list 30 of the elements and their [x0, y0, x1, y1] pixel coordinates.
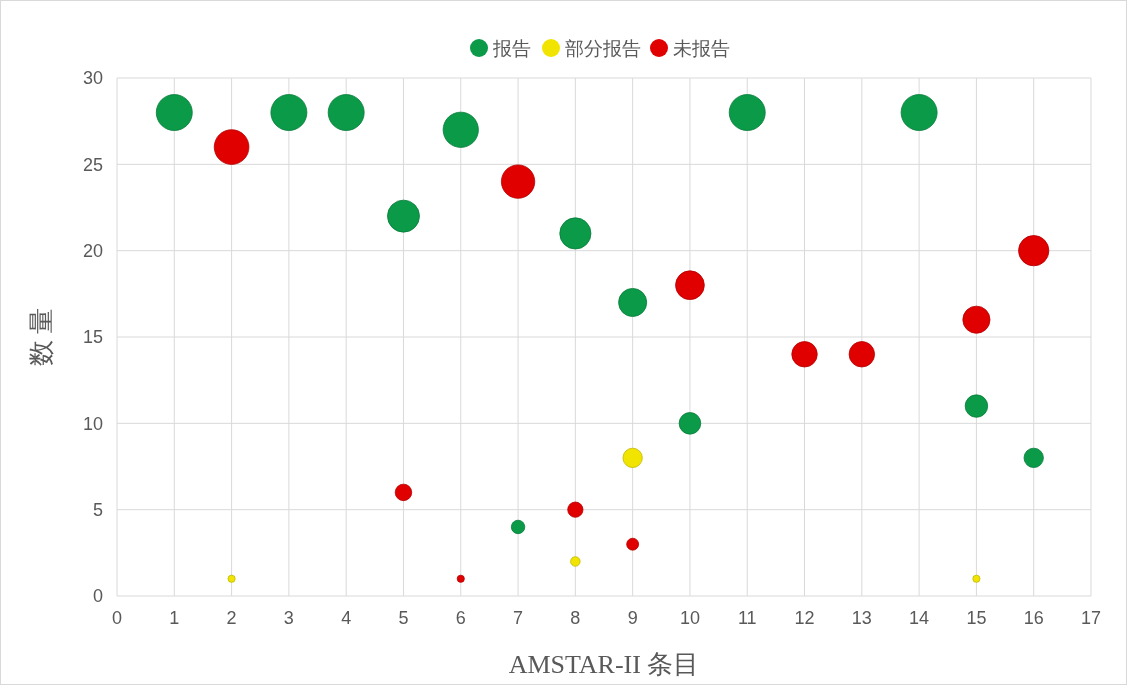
- x-tick-label: 9: [627, 608, 638, 628]
- x-tick-label: 12: [794, 608, 815, 628]
- x-tick-label: 17: [1080, 608, 1102, 628]
- y-tick-label: 0: [92, 586, 103, 607]
- y-tick-label: 15: [82, 327, 103, 348]
- x-tick-label: 4: [341, 608, 352, 628]
- y-tick-label: 20: [82, 240, 103, 261]
- x-tick-label: 2: [226, 608, 237, 628]
- y-tick-label: 10: [82, 413, 103, 434]
- y-axis-title: 数 量: [27, 307, 56, 367]
- x-tick-label: 14: [909, 608, 930, 628]
- y-tick-label: 25: [82, 154, 103, 175]
- legend-label: 报告: [492, 37, 531, 59]
- y-tick-label: 5: [92, 499, 103, 520]
- x-tick-label: 15: [966, 608, 987, 628]
- x-axis-title: AMSTAR-II 条目: [508, 650, 700, 679]
- legend-label: 部分报告: [565, 37, 641, 59]
- x-tick-label: 16: [1023, 608, 1044, 628]
- y-tick-label: 30: [82, 68, 103, 89]
- x-tick-label: 0: [111, 608, 123, 628]
- x-tick-label: 7: [513, 608, 524, 628]
- legend-label: 未报告: [673, 37, 730, 59]
- x-tick-label: 8: [570, 608, 581, 628]
- x-tick-label: 11: [737, 608, 757, 628]
- x-tick-label: 3: [283, 608, 294, 628]
- x-tick-label: 10: [679, 608, 700, 628]
- x-tick-label: 13: [851, 608, 872, 628]
- x-tick-label: 1: [169, 608, 180, 628]
- x-tick-label: 6: [455, 608, 466, 628]
- x-tick-label: 5: [398, 608, 409, 628]
